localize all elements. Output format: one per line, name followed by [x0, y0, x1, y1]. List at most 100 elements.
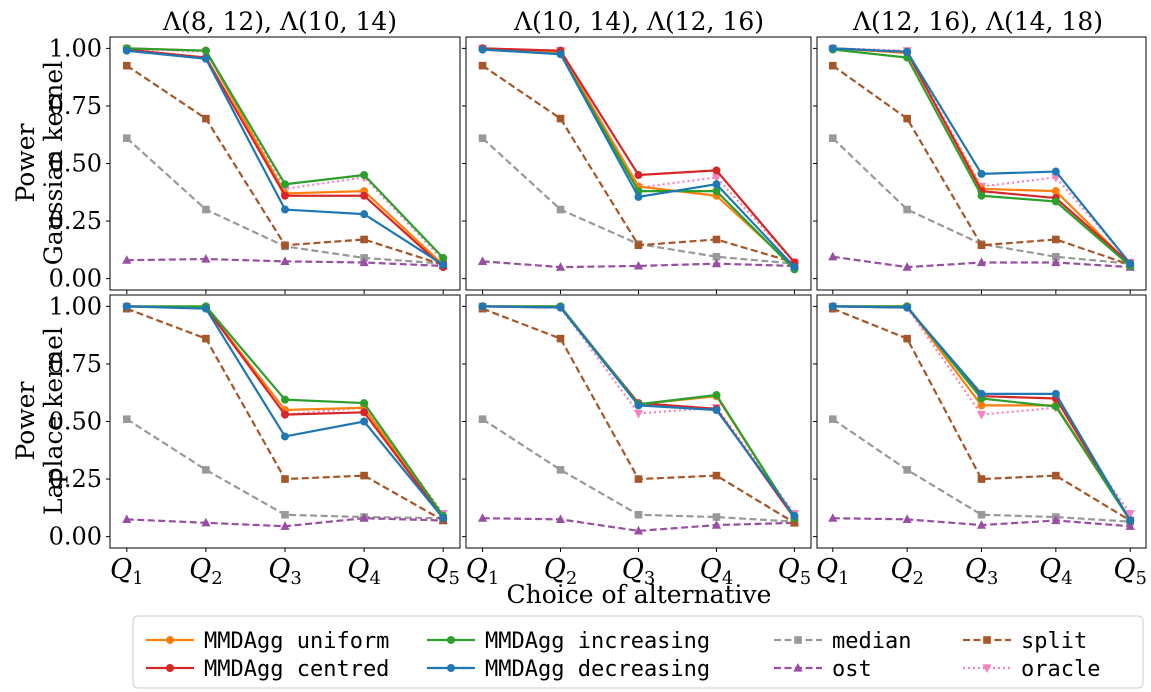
data-point-median	[634, 510, 643, 519]
legend: MMDAgg uniform MMDAgg centred MMDAgg incre…	[132, 615, 1144, 689]
data-point-decreasing	[712, 180, 721, 189]
column-title-1: Λ(8, 12), Λ(10, 14)	[162, 7, 397, 36]
subplot-r2-c1: 0.00 0.25 0.50 0.75 1.00 Q1 Q2 Q3 Q4 Q5	[49, 292, 461, 589]
series-decreasing	[478, 302, 799, 520]
data-point-split	[712, 235, 721, 244]
axes-frame	[816, 294, 1147, 549]
data-point-ost	[711, 520, 722, 529]
data-point-split	[790, 519, 799, 527]
series-ost	[122, 513, 448, 530]
data-point-median	[828, 415, 837, 423]
data-point-split	[634, 241, 643, 250]
data-point-oracle	[1125, 509, 1135, 519]
series-line-uniform	[832, 47, 1131, 266]
data-point-split	[977, 241, 986, 250]
data-point-ost	[477, 256, 488, 265]
subplot-r1-c2	[462, 36, 812, 294]
series-increasing	[478, 45, 799, 274]
series-oracle	[477, 302, 800, 519]
subplot-r2-c2: Q1 Q2 Q3 Q4 Q5	[462, 294, 812, 589]
series-split	[478, 61, 799, 267]
legend-label: split	[1021, 629, 1087, 654]
series-split	[123, 61, 447, 269]
data-point-ost	[359, 513, 369, 522]
data-point-increasing	[712, 391, 721, 400]
x-tick-label: Q1	[110, 554, 144, 589]
series-uniform	[478, 44, 799, 272]
series-line-increasing	[832, 48, 1131, 267]
subplot-r1-c1: 0.00 0.25 0.50 0.75 1.00	[49, 34, 461, 294]
series-line-decreasing	[126, 49, 444, 266]
data-point-split	[360, 471, 368, 480]
data-point-split	[903, 114, 911, 123]
row-1-ylabel-line1: Power	[11, 123, 40, 202]
data-point-decreasing	[201, 304, 210, 313]
series-decreasing	[828, 302, 1135, 525]
subplot-r1-c3	[813, 36, 1147, 294]
series-split	[828, 61, 1135, 269]
data-point-median	[712, 252, 721, 261]
data-point-increasing	[360, 399, 369, 408]
data-point-ost	[201, 254, 211, 263]
legend-entry-ost: ost	[774, 657, 872, 682]
data-point-ost	[633, 525, 644, 535]
series-decreasing	[122, 46, 448, 269]
data-point-ost	[122, 255, 132, 264]
series-decreasing	[828, 44, 1135, 268]
data-point-decreasing	[977, 389, 986, 398]
legend-frame	[132, 615, 1144, 689]
legend-marker	[983, 636, 991, 644]
legend-entry-centred: MMDAgg centred	[146, 657, 389, 682]
data-point-decreasing	[712, 405, 721, 414]
data-point-decreasing	[439, 514, 448, 523]
data-point-split	[478, 61, 487, 70]
axes-frame	[465, 36, 812, 291]
series-line-median	[481, 418, 795, 523]
series-ost	[828, 251, 1135, 271]
y-tick-label: 0.00	[49, 523, 102, 551]
series-line-split	[481, 64, 795, 264]
data-point-ost	[280, 256, 290, 265]
data-point-median	[478, 415, 487, 423]
y-tick-label: 0.50	[49, 408, 102, 436]
data-point-split	[634, 475, 643, 483]
series-centred	[478, 44, 799, 267]
data-point-oracle	[711, 173, 722, 183]
legend-entry-oracle: oracle	[963, 657, 1100, 682]
x-tick-label: Q4	[700, 554, 734, 589]
series-line-uniform	[126, 47, 444, 266]
legend-entry-decreasing: MMDAgg decreasing	[427, 657, 710, 682]
axes-frame	[465, 294, 812, 549]
data-point-split	[556, 334, 565, 343]
data-point-decreasing	[977, 169, 986, 178]
legend-label: oracle	[1021, 657, 1100, 682]
data-point-ost	[1051, 515, 1061, 525]
series-line-split	[832, 64, 1131, 266]
series-decreasing	[478, 45, 799, 272]
series-centred	[828, 44, 1135, 268]
x-tick-label: Q2	[544, 554, 578, 589]
data-point-median	[1052, 252, 1060, 261]
data-point-decreasing	[828, 302, 837, 311]
data-point-median	[556, 466, 565, 474]
legend-marker	[166, 636, 174, 644]
data-point-median	[478, 134, 487, 142]
legend-label: MMDAgg uniform	[204, 629, 389, 654]
legend-entry-median: median	[774, 629, 911, 654]
data-point-decreasing	[478, 45, 487, 54]
data-point-median	[903, 466, 911, 474]
legend-label: MMDAgg increasing	[485, 629, 710, 654]
data-point-median	[202, 466, 210, 474]
data-point-increasing	[1051, 197, 1060, 206]
data-point-ost	[1125, 521, 1135, 530]
legend-entry-uniform: MMDAgg uniform	[146, 629, 389, 654]
x-tick-label: Q3	[622, 554, 656, 589]
data-point-centred	[281, 410, 289, 419]
row-2-ylabel-line1: Power	[11, 381, 40, 460]
x-tick-label: Q3	[268, 554, 302, 589]
data-point-split	[903, 334, 911, 343]
data-point-oracle	[976, 410, 987, 420]
data-point-centred	[712, 166, 721, 175]
data-point-increasing	[360, 171, 369, 180]
